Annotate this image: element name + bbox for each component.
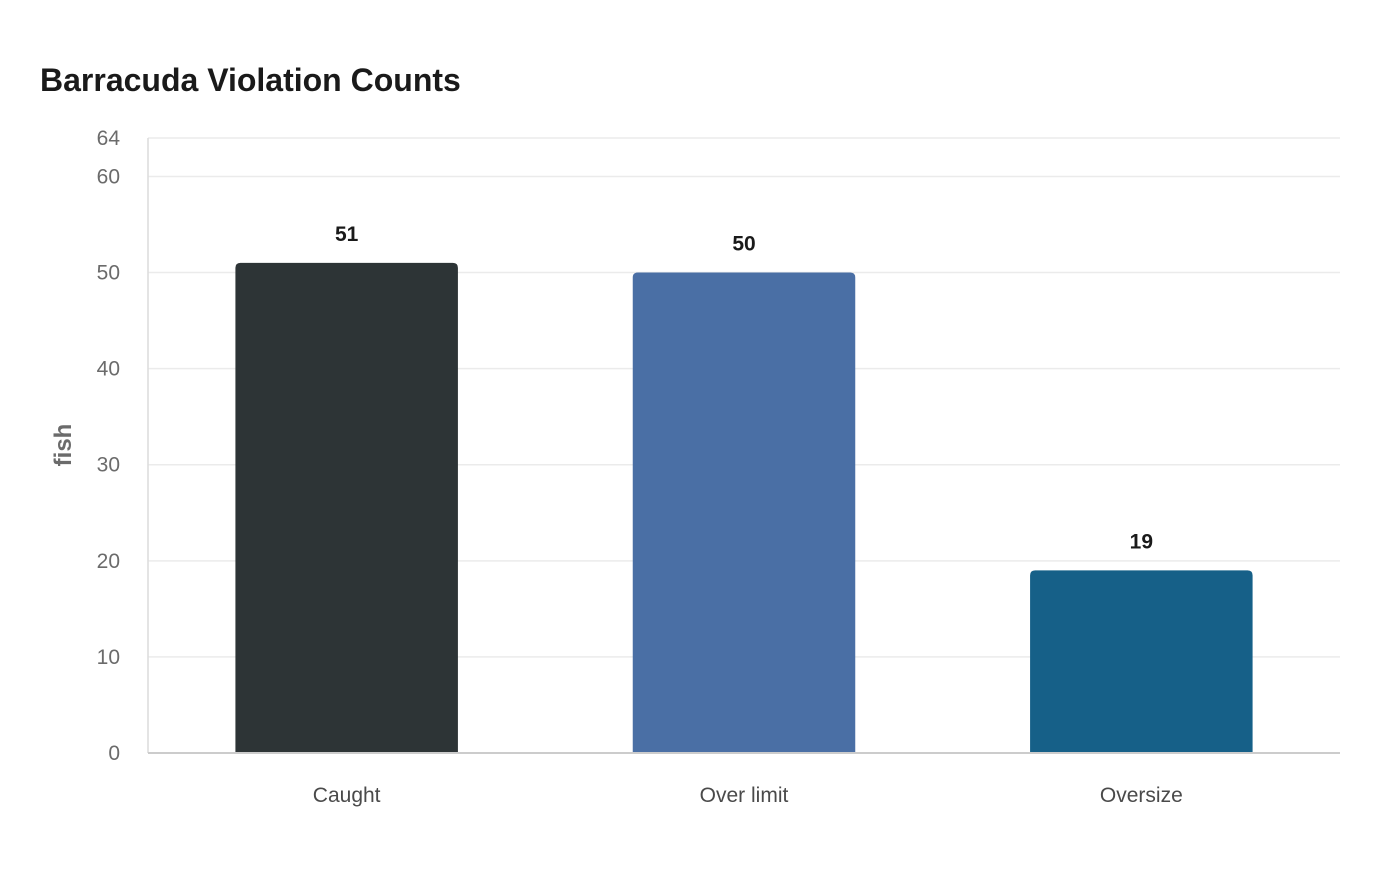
y-axis-label: fish bbox=[50, 424, 77, 467]
bar-oversize bbox=[1030, 570, 1253, 753]
x-tick-label: Caught bbox=[313, 784, 381, 807]
data-label: 50 bbox=[732, 233, 755, 256]
y-tick-label: 20 bbox=[97, 550, 120, 573]
bars bbox=[235, 262, 1253, 753]
labels: 0 10 20 30 40 50 60 64 51 Caught 50 Over limit 19 Ove… bbox=[97, 127, 1183, 807]
y-tick-label: 50 bbox=[97, 262, 120, 285]
bar-caught bbox=[235, 262, 458, 753]
axes bbox=[147, 138, 1340, 754]
y-tick-label: 0 bbox=[108, 742, 120, 765]
bar-over-limit bbox=[632, 272, 856, 753]
y-tick-label: 30 bbox=[97, 454, 120, 477]
y-tick-label: 64 bbox=[97, 127, 121, 150]
chart-title: Barracuda Violation Counts bbox=[40, 62, 461, 98]
x-tick-label: Over limit bbox=[700, 784, 789, 807]
x-tick-label: Oversize bbox=[1100, 784, 1183, 807]
y-tick-label: 60 bbox=[97, 165, 120, 188]
y-tick-label: 40 bbox=[97, 358, 120, 381]
data-label: 51 bbox=[335, 223, 359, 246]
data-label: 19 bbox=[1130, 530, 1153, 553]
y-tick-label: 10 bbox=[97, 646, 120, 669]
